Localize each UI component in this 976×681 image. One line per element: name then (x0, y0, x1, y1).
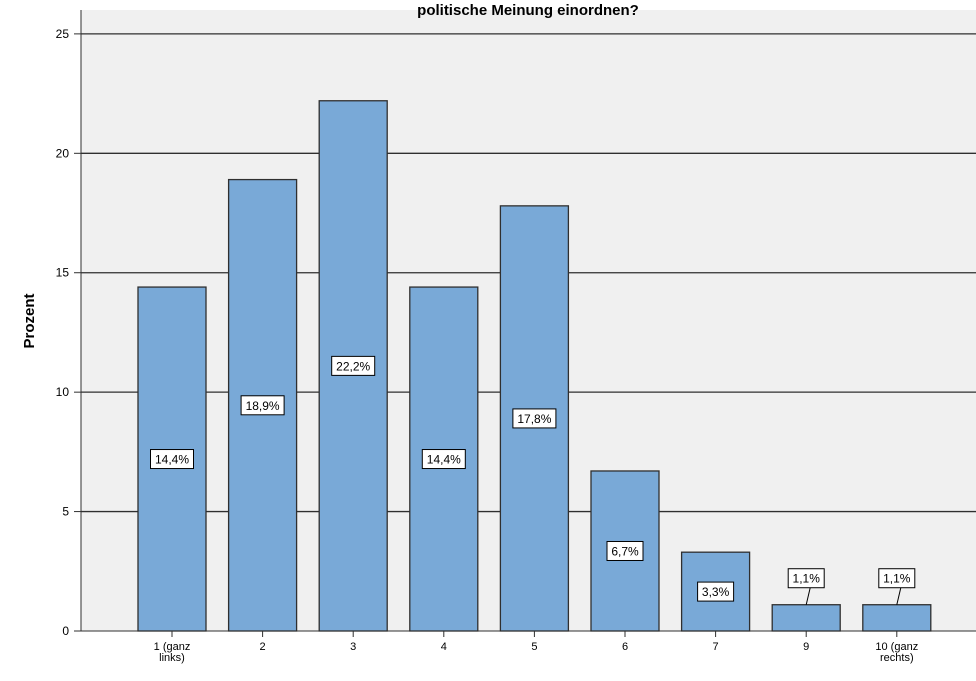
data-label-box (331, 355, 376, 376)
data-label-box (150, 449, 194, 470)
data-label-box (606, 540, 644, 561)
x-tick-label: 3 (350, 641, 356, 653)
bar (771, 604, 841, 632)
data-label-box (787, 568, 825, 589)
data-label: 3,3% (702, 585, 730, 599)
x-tick-label: 1 (ganz links) (154, 641, 191, 664)
data-label: 18,9% (246, 399, 280, 413)
data-label: 17,8% (517, 412, 551, 426)
x-tick-label: 10 (ganz rechts) (875, 641, 918, 664)
data-label: 14,4% (427, 453, 461, 467)
y-ticks: 0 5 10 15 20 25 (56, 27, 81, 638)
y-tick-label: 15 (56, 266, 70, 280)
y-axis-label: Prozent (21, 293, 38, 348)
data-label: 22,2% (336, 359, 370, 373)
data-label: 1,1% (793, 572, 821, 586)
data-label-box (240, 395, 285, 416)
x-tick-label: 2 (260, 641, 266, 653)
x-tick-label: 4 (441, 641, 447, 653)
data-label-box (512, 408, 557, 429)
data-label-box (697, 581, 735, 602)
data-label: 14,4% (155, 453, 189, 467)
bar (862, 604, 932, 632)
y-tick-label: 0 (62, 624, 69, 638)
y-tick-label: 10 (56, 385, 70, 399)
data-label-box (878, 568, 916, 589)
data-label: 6,7% (611, 544, 639, 558)
x-tick-label: 6 (622, 641, 628, 653)
x-tick-label: 7 (713, 641, 719, 653)
data-label-box (421, 449, 466, 470)
x-ticks: 1 (ganz links) 2 3 4 5 6 7 9 10 (ganz rechts) (154, 631, 918, 664)
y-tick-label: 20 (56, 146, 70, 160)
data-label-leader (896, 587, 902, 605)
y-tick-label: 25 (56, 27, 70, 41)
x-tick-label: 5 (531, 641, 537, 653)
data-label: 1,1% (883, 572, 911, 586)
chart-title: politische Meinung einordnen? (417, 2, 639, 19)
y-tick-label: 5 (62, 505, 69, 519)
data-labels: 14,4% 18,9% 22,2% 14,4% 17,8% 6,7% 3,3% 1,1% 1,1… (150, 355, 916, 605)
x-tick-label: 9 (803, 641, 809, 653)
data-label-leader (805, 587, 811, 605)
